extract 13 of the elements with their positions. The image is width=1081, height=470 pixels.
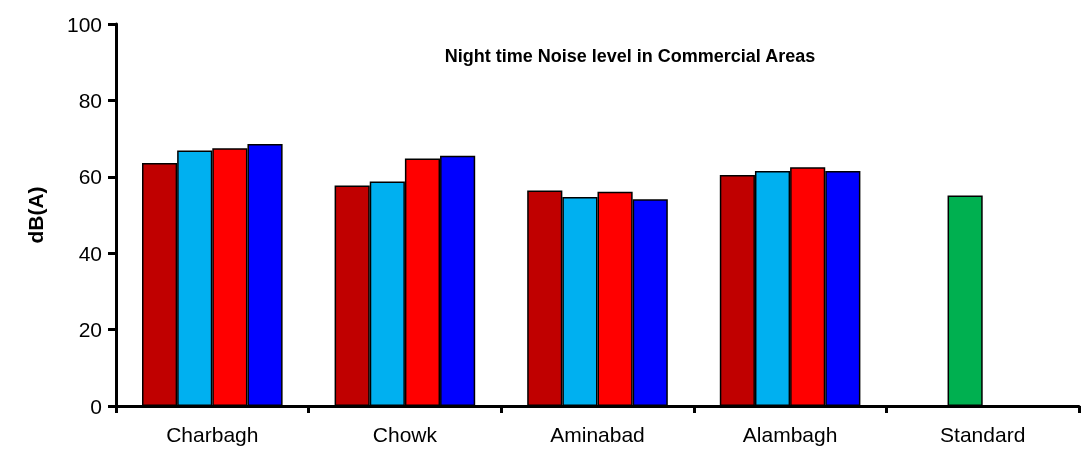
text: Night time Noise level in Commercial Areas — [444, 46, 816, 66]
y-axis-title: dB(A) — [24, 186, 47, 244]
y-tick-label: 100 — [66, 12, 102, 36]
x-tick-label: Aminabad — [550, 423, 645, 446]
x-tick-label: Standard — [940, 423, 1026, 446]
x-tick-label: Chowk — [372, 423, 438, 446]
x-tick-label: Charbagh — [166, 423, 259, 446]
y-tick-label: 60 — [78, 165, 102, 189]
x-tick-label: Alambagh — [742, 423, 838, 446]
y-tick-label: 40 — [78, 241, 102, 265]
y-tick-label: 20 — [78, 318, 102, 342]
y-tick-label: 80 — [78, 88, 102, 112]
y-tick-label: 0 — [90, 394, 102, 418]
